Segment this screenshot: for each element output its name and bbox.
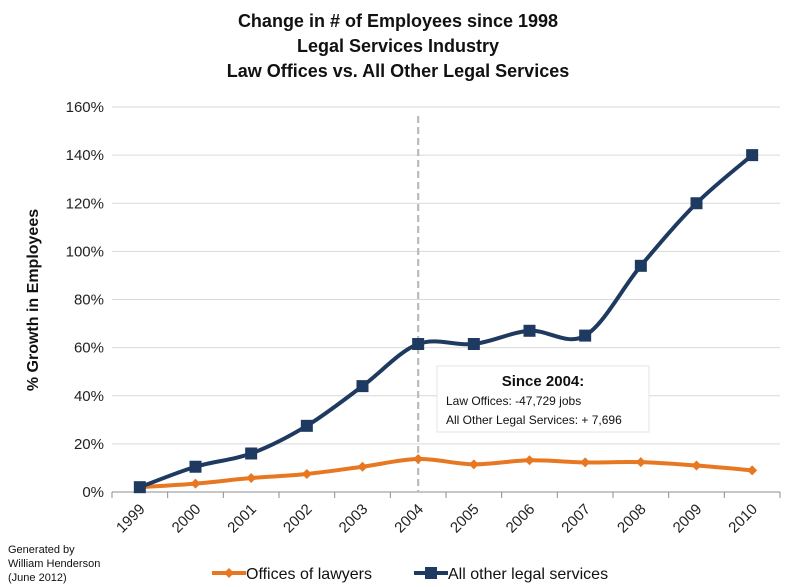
data-point <box>190 478 201 489</box>
credit: Generated by William Henderson (June 201… <box>8 544 100 584</box>
y-tick-label: 160% <box>66 99 104 116</box>
legend-marker <box>224 568 234 578</box>
data-point <box>467 338 480 351</box>
x-tick-label: 2002 <box>280 501 316 537</box>
data-point <box>634 259 647 272</box>
data-point <box>300 419 313 432</box>
x-tick-label: 2009 <box>670 501 706 537</box>
x-tick-label: 2007 <box>558 501 594 537</box>
y-tick-label: 20% <box>74 436 104 453</box>
y-tick-label: 0% <box>82 484 104 501</box>
data-point <box>413 454 424 465</box>
data-point <box>579 329 592 342</box>
data-point <box>357 461 368 472</box>
series-group <box>133 149 759 494</box>
data-point <box>523 324 536 337</box>
x-tick-label: 2000 <box>169 501 205 537</box>
x-tick-label: 2006 <box>503 501 539 537</box>
data-point <box>747 465 758 476</box>
annotation-title: Since 2004: <box>502 373 585 390</box>
legend-label: Offices of lawyers <box>246 566 372 583</box>
data-point <box>133 481 146 494</box>
x-axis-ticks: 1999 2000 2001 2002 2003 2004 2005 2006 2007 2008… <box>113 501 761 537</box>
data-point <box>635 457 646 468</box>
y-axis-label: % Growth in Employees <box>25 209 42 391</box>
y-axis-ticks: 0% 20% 40% 60% 80% 100% 120% 140% 160% <box>66 99 104 501</box>
data-point <box>412 338 425 351</box>
y-tick-label: 140% <box>66 147 104 164</box>
x-tick-label: 2003 <box>336 501 372 537</box>
legend-marker <box>425 567 437 579</box>
annotation-box: Since 2004: Law Offices: -47,729 jobs Al… <box>436 365 650 433</box>
series-all-other-legal-services <box>133 149 759 494</box>
data-point <box>524 455 535 466</box>
data-point <box>301 468 312 479</box>
y-tick-label: 80% <box>74 292 104 309</box>
y-tick-label: 40% <box>74 388 104 405</box>
x-tick-label: 2008 <box>614 501 650 537</box>
data-point <box>746 149 759 162</box>
title-line-1: Change in # of Employees since 1998 <box>238 11 558 31</box>
data-point <box>246 473 257 484</box>
y-tick-label: 120% <box>66 195 104 212</box>
data-point <box>245 447 258 460</box>
x-axis <box>111 491 781 498</box>
annotation-line-2: All Other Legal Services: + 7,696 <box>446 413 622 427</box>
title-line-2: Legal Services Industry <box>297 36 499 56</box>
credit-line-3: (June 2012) <box>8 572 67 584</box>
data-point <box>691 460 702 471</box>
data-point <box>189 460 202 473</box>
legend: Offices of lawyers All other legal servic… <box>212 566 608 583</box>
credit-line-1: Generated by <box>8 544 75 556</box>
legend-label: All other legal services <box>448 566 608 583</box>
series-line <box>139 457 753 490</box>
chart-title: Change in # of Employees since 1998 Lega… <box>227 11 569 81</box>
y-tick-label: 60% <box>74 340 104 357</box>
data-point <box>356 380 369 393</box>
annotation-line-1: Law Offices: -47,729 jobs <box>446 394 581 408</box>
title-line-3: Law Offices vs. All Other Legal Services <box>227 61 569 81</box>
credit-line-2: William Henderson <box>8 558 100 570</box>
annotation-background <box>436 365 650 433</box>
x-tick-label: 1999 <box>113 501 149 537</box>
data-point <box>468 459 479 470</box>
data-point <box>580 457 591 468</box>
x-tick-label: 2010 <box>725 501 761 537</box>
series-line <box>139 153 754 490</box>
gridlines <box>112 106 780 445</box>
data-point <box>690 197 703 210</box>
x-tick-label: 2004 <box>391 501 427 537</box>
x-tick-label: 2005 <box>447 501 483 537</box>
y-tick-label: 100% <box>66 243 104 260</box>
x-tick-label: 2001 <box>224 501 260 537</box>
